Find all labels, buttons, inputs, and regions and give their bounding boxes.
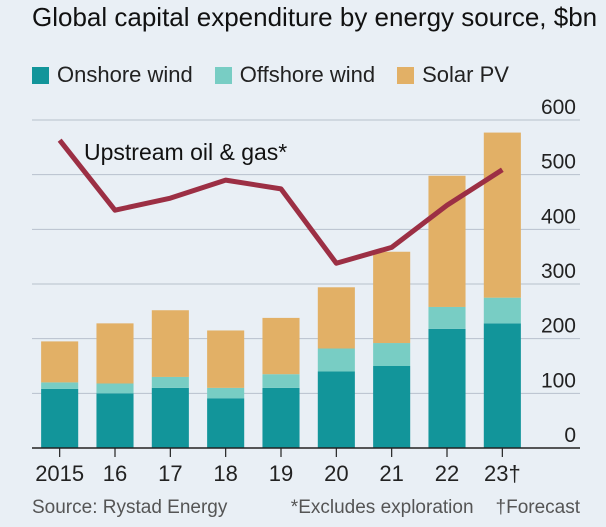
bar-solar-pv bbox=[262, 317, 300, 375]
x-tick-label: 19 bbox=[269, 461, 293, 486]
x-tick-label: 22 bbox=[435, 461, 459, 486]
legend-swatch-solar-pv bbox=[397, 66, 415, 84]
bar-offshore-wind bbox=[151, 376, 189, 388]
bar-offshore-wind bbox=[96, 383, 134, 394]
bar-offshore-wind bbox=[207, 387, 245, 399]
legend-label-onshore-wind: Onshore wind bbox=[57, 62, 193, 87]
bar-offshore-wind bbox=[428, 306, 466, 329]
source-note: Source: Rystad Energy bbox=[32, 497, 228, 518]
x-tick-label: 17 bbox=[158, 461, 182, 486]
bar-offshore-wind bbox=[483, 297, 521, 324]
x-tick-label: 20 bbox=[324, 461, 348, 486]
legend-swatch-onshore-wind bbox=[32, 66, 49, 84]
x-tick-label: 16 bbox=[103, 461, 127, 486]
footnote-forecast: †Forecast bbox=[495, 497, 580, 518]
y-tick-label: 400 bbox=[541, 205, 576, 228]
bar-onshore-wind bbox=[96, 393, 134, 448]
y-tick-label: 100 bbox=[541, 369, 576, 392]
footnote-exploration: *Excludes exploration bbox=[290, 497, 474, 518]
y-tick-label: 200 bbox=[541, 315, 576, 338]
legend-label-offshore-wind: Offshore wind bbox=[239, 62, 376, 87]
line-label-upstream-oil-gas: Upstream oil & gas* bbox=[84, 139, 287, 165]
bar-onshore-wind bbox=[41, 388, 79, 448]
legend: Onshore wind Offshore wind Solar PV bbox=[32, 62, 531, 88]
legend-item-solar-pv: Solar PV bbox=[397, 62, 509, 88]
bar-solar-pv bbox=[41, 341, 79, 383]
bar-solar-pv bbox=[151, 310, 189, 377]
bar-solar-pv bbox=[207, 330, 245, 388]
bar-onshore-wind bbox=[151, 387, 189, 448]
x-tick-label: 18 bbox=[213, 461, 237, 486]
bar-offshore-wind bbox=[262, 374, 300, 388]
bar-offshore-wind bbox=[317, 348, 355, 372]
x-tick-label: 23† bbox=[484, 461, 521, 486]
bar-offshore-wind bbox=[373, 343, 411, 366]
y-tick-label: 0 bbox=[564, 424, 576, 447]
footer: Source: Rystad Energy *Excludes explorat… bbox=[32, 497, 580, 519]
x-tick-label: 2015 bbox=[35, 461, 84, 486]
bar-solar-pv bbox=[96, 323, 134, 384]
bar-onshore-wind bbox=[207, 398, 245, 448]
y-tick-label: 500 bbox=[541, 151, 576, 174]
bar-solar-pv bbox=[483, 132, 521, 298]
chart-title: Global capital expenditure by energy sou… bbox=[32, 2, 598, 32]
legend-swatch-offshore-wind bbox=[214, 66, 232, 84]
legend-label-solar-pv: Solar PV bbox=[422, 62, 509, 87]
bar-onshore-wind bbox=[373, 366, 411, 448]
bar-solar-pv bbox=[317, 287, 355, 349]
legend-item-onshore-wind: Onshore wind bbox=[32, 62, 193, 88]
footnotes: *Excludes exploration †Forecast bbox=[291, 497, 580, 519]
y-tick-label: 600 bbox=[541, 96, 576, 119]
bar-offshore-wind bbox=[41, 382, 79, 389]
bar-onshore-wind bbox=[483, 323, 521, 448]
bar-solar-pv bbox=[373, 251, 411, 344]
x-tick-label: 21 bbox=[379, 461, 403, 486]
y-tick-label: 300 bbox=[541, 260, 576, 283]
bar-onshore-wind bbox=[317, 371, 355, 448]
bar-onshore-wind bbox=[262, 387, 300, 448]
line-upstream-oil-gas bbox=[57, 138, 504, 266]
bar-onshore-wind bbox=[428, 328, 466, 448]
legend-item-offshore-wind: Offshore wind bbox=[214, 62, 376, 88]
